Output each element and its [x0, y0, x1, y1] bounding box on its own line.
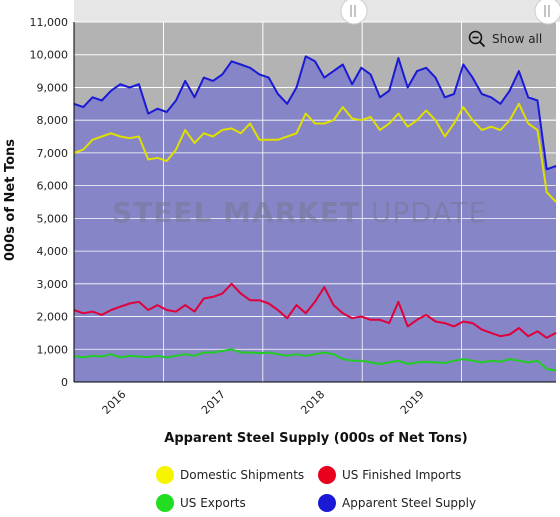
legend-label: US Finished Imports: [342, 468, 462, 482]
watermark-logo: STEEL MARKET UPDATE: [112, 196, 488, 229]
show-all-button[interactable]: Show all: [468, 30, 542, 48]
navigator-bar[interactable]: [74, 0, 560, 22]
legend-item-us-exports[interactable]: US Exports: [156, 494, 246, 512]
y-tick-label: 10,000: [30, 49, 69, 62]
y-tick-label: 1,000: [37, 343, 69, 356]
y-tick-label: 4,000: [37, 245, 69, 258]
x-tick-label: 2018: [298, 388, 327, 417]
show-all-label: Show all: [492, 32, 543, 46]
y-axis: 0 1,000 2,000 3,000 4,000 5,000 6,000 7,000 8,00…: [30, 16, 75, 389]
legend-item-domestic-shipments[interactable]: Domestic Shipments: [156, 466, 304, 484]
legend-marker: [156, 494, 174, 512]
series-line-domestic-shipments: [73, 102, 557, 203]
x-tick-label: 2016: [100, 388, 129, 417]
zoom-out-icon: [468, 30, 486, 48]
x-axis: 2016 2017 2018 2019: [74, 381, 556, 417]
y-tick-label: 5,000: [37, 212, 69, 225]
legend-marker: [318, 494, 336, 512]
y-tick-label: 7,000: [37, 147, 69, 160]
y-tick-label: 9,000: [37, 81, 69, 94]
legend: Domestic Shipments US Finished Imports U…: [150, 462, 480, 512]
series-line-us-exports: [73, 348, 557, 372]
legend-item-us-finished-imports[interactable]: US Finished Imports: [318, 466, 461, 484]
y-tick-label: 3,000: [37, 278, 69, 291]
legend-label: US Exports: [180, 496, 246, 510]
y-tick-label: 2,000: [37, 311, 69, 324]
x-axis-title: Apparent Steel Supply (000s of Net Tons): [164, 431, 467, 446]
navigator-handle-right[interactable]: [534, 0, 560, 25]
y-axis-title: 000s of Net Tons: [3, 139, 18, 261]
series-line-apparent-steel-supply: [73, 55, 557, 171]
y-tick-label: 8,000: [37, 114, 69, 127]
legend-label: Apparent Steel Supply: [342, 496, 477, 510]
y-tick-label: 11,000: [30, 16, 69, 29]
legend-marker: [156, 466, 174, 484]
y-tick-label: 0: [61, 376, 68, 389]
legend-label: Domestic Shipments: [180, 468, 305, 482]
legend-item-apparent-steel-supply[interactable]: Apparent Steel Supply: [318, 494, 476, 512]
x-tick-label: 2017: [199, 388, 228, 417]
legend-marker: [318, 466, 336, 484]
navigator-handle-left[interactable]: [340, 0, 368, 25]
series-line-us-finished-imports: [73, 282, 557, 339]
y-tick-label: 6,000: [37, 180, 69, 193]
x-tick-label: 2019: [398, 388, 427, 417]
apparent-steel-supply-area: [74, 56, 556, 383]
